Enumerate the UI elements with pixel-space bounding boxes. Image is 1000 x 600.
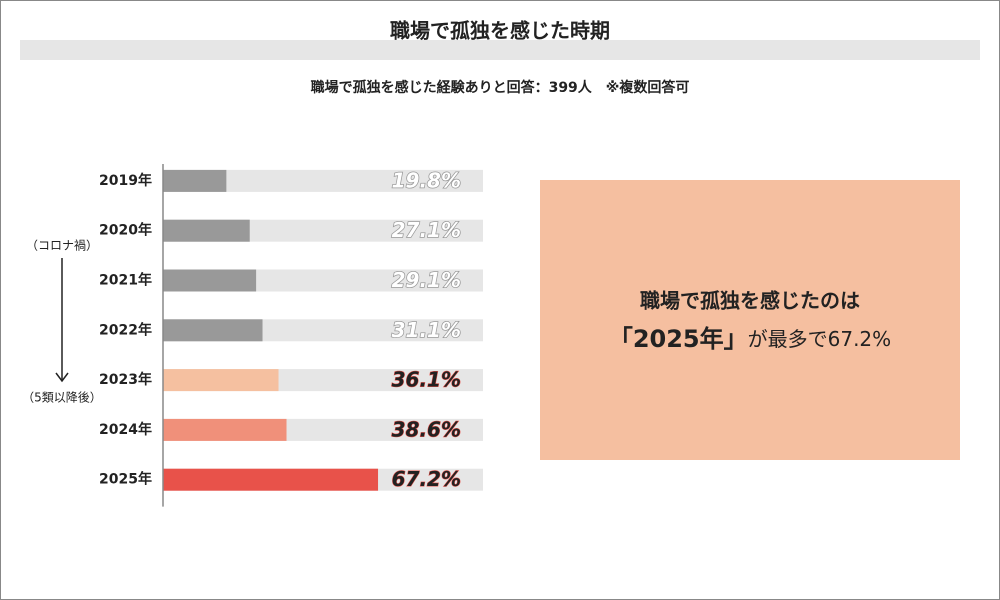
bar — [163, 169, 227, 192]
bar — [163, 468, 379, 491]
callout-text: 「2025年」が最多で67.2% — [609, 325, 891, 353]
value-label: 27.1% — [392, 218, 461, 242]
value-label: 19.8% — [392, 168, 461, 192]
title-band — [20, 40, 980, 60]
y-tick-label: 2023年 — [99, 371, 152, 388]
bar — [163, 269, 257, 292]
bar — [163, 418, 287, 441]
callout-emphasis: 「2025年」 — [609, 325, 748, 353]
bar-track — [163, 169, 483, 192]
chart-title: 職場で孤独を感じた時期 — [390, 19, 610, 43]
annotation: （5類以降後） — [22, 391, 102, 405]
y-tick-label: 2024年 — [99, 421, 152, 438]
value-label: 67.2% — [392, 467, 461, 491]
annotation: （コロナ禍） — [26, 238, 98, 253]
arrow-head — [55, 372, 69, 383]
callout-rest: が最多で67.2% — [748, 327, 892, 351]
value-label: 38.6% — [392, 417, 461, 441]
bar — [163, 369, 279, 392]
value-label: 29.1% — [392, 268, 461, 292]
y-tick-label: 2019年 — [99, 172, 152, 189]
callout-box — [540, 180, 960, 460]
y-tick-label: 2020年 — [99, 222, 152, 239]
y-tick-label: 2021年 — [99, 272, 152, 289]
callout-text: 職場で孤独を感じたのは — [640, 289, 860, 313]
bar — [163, 319, 263, 342]
y-tick-label: 2022年 — [99, 321, 152, 338]
y-tick-label: 2025年 — [99, 471, 152, 488]
subtitle: 職場で孤独を感じた経験ありと回答：399人 ※複数回答可 — [311, 79, 690, 96]
value-label: 36.1% — [392, 368, 461, 392]
value-label: 31.1% — [392, 318, 461, 342]
bar — [163, 219, 250, 242]
